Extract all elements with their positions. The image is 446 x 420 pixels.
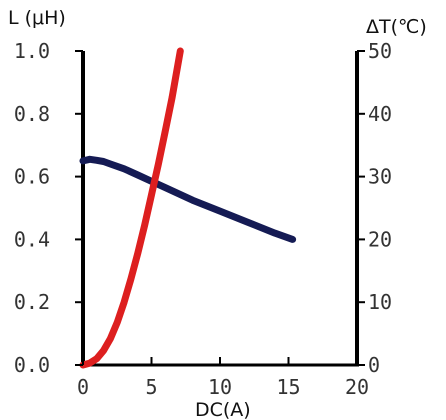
right-y-tick-label: 40 <box>368 102 392 126</box>
x-tick-label: 10 <box>208 375 232 399</box>
temperature-rise-line <box>79 47 184 369</box>
tick-group: 0 5 10 15 20 0.0 0.2 0.4 0.6 0.8 1.0 0 10 20 30 40 50 <box>14 39 392 399</box>
right-y-tick-label: 20 <box>368 227 392 251</box>
right-y-tick-label: 0 <box>368 353 380 377</box>
x-tick-label: 0 <box>77 375 89 399</box>
x-tick-label: 15 <box>276 375 300 399</box>
left-y-tick-label: 0.4 <box>14 227 50 251</box>
left-y-tick-label: 0.2 <box>14 290 50 314</box>
left-y-tick-label: 1.0 <box>14 39 50 63</box>
x-tick-label: 5 <box>145 375 157 399</box>
left-y-tick-label: 0.0 <box>14 353 50 377</box>
left-y-tick-label: 0.6 <box>14 165 50 189</box>
right-y-tick-label: 50 <box>368 39 392 63</box>
x-tick-label: 20 <box>345 375 369 399</box>
left-y-tick-label: 0.8 <box>14 102 50 126</box>
right-axis-title: ΔT(℃) <box>366 16 427 38</box>
right-y-tick-label: 30 <box>368 165 392 189</box>
left-axis-title: L (μH) <box>8 7 66 29</box>
x-axis-title: DC(A) <box>195 399 251 420</box>
inductance-line <box>79 155 297 243</box>
right-y-tick-label: 10 <box>368 290 392 314</box>
series-group <box>79 47 297 369</box>
